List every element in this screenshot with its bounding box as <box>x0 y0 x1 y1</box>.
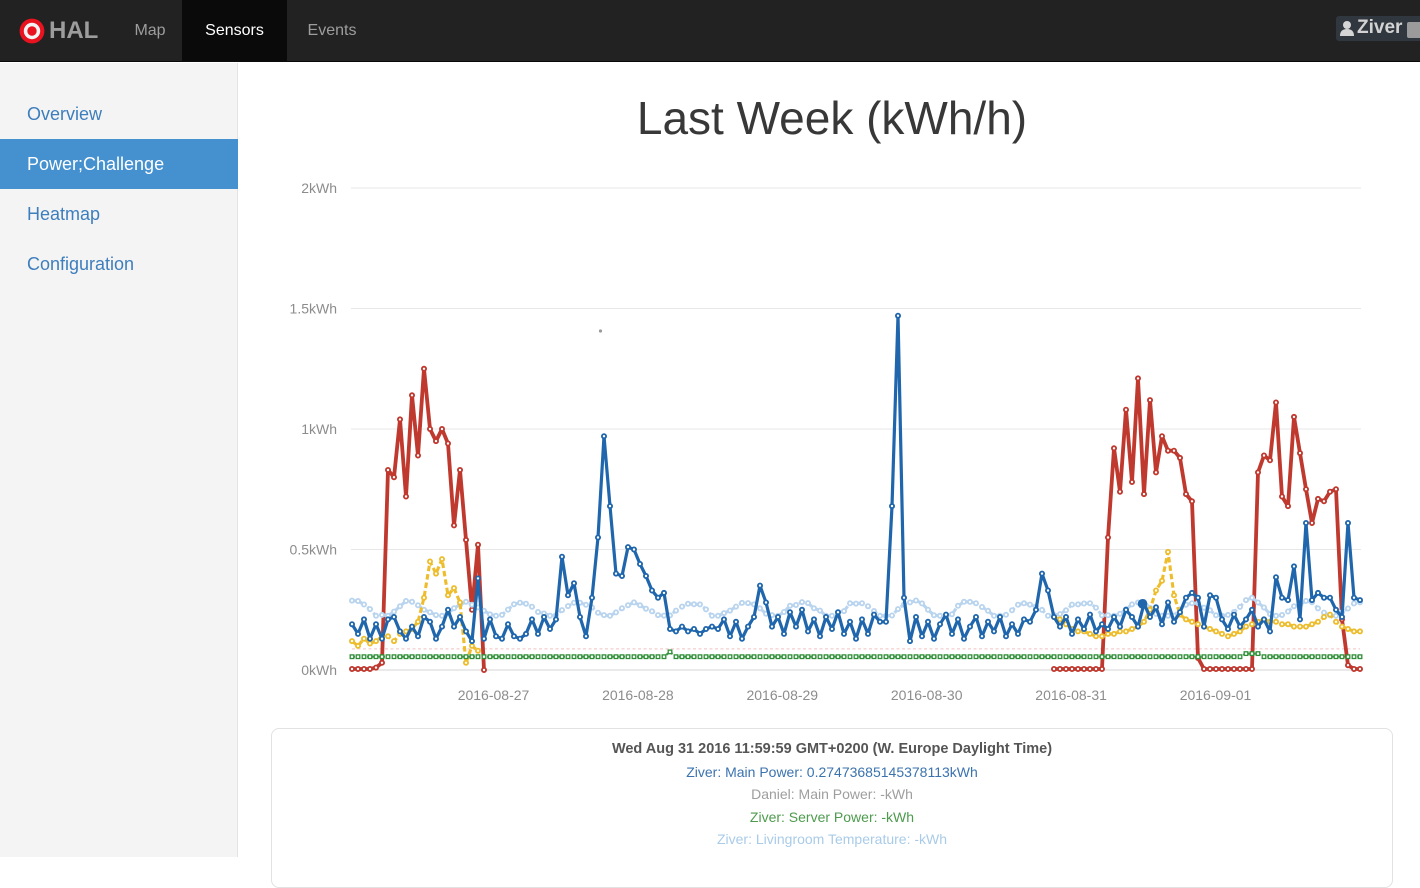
svg-text:0kWh: 0kWh <box>301 662 337 678</box>
svg-text:1.5kWh: 1.5kWh <box>290 301 337 317</box>
svg-text:0.5kWh: 0.5kWh <box>290 542 337 558</box>
svg-text:1kWh: 1kWh <box>301 421 337 437</box>
svg-text:2016-08-30: 2016-08-30 <box>891 687 963 703</box>
svg-text:2016-08-29: 2016-08-29 <box>746 687 818 703</box>
svg-text:2016-08-28: 2016-08-28 <box>602 687 674 703</box>
svg-text:2016-08-31: 2016-08-31 <box>1035 687 1107 703</box>
svg-text:2016-08-27: 2016-08-27 <box>458 687 530 703</box>
svg-text:2016-09-01: 2016-09-01 <box>1180 687 1252 703</box>
svg-text:2kWh: 2kWh <box>301 180 337 196</box>
